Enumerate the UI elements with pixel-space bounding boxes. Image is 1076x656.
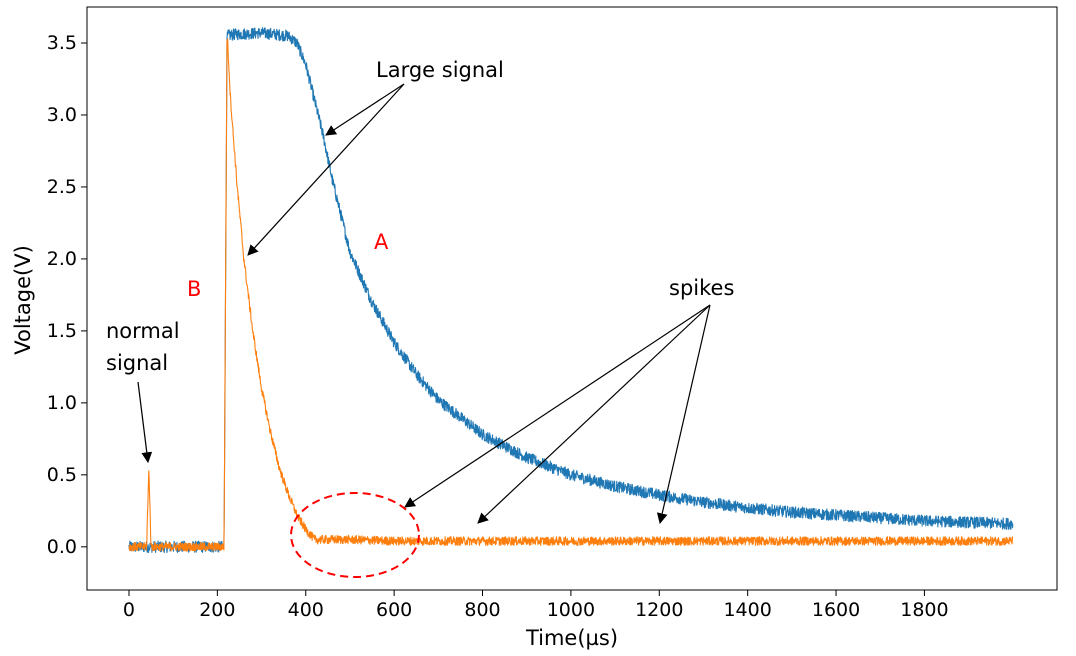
y-tick-label: 2.5 bbox=[47, 176, 77, 198]
y-axis-label: Voltage(V) bbox=[11, 245, 35, 355]
y-tick-label: 0.0 bbox=[47, 536, 77, 558]
normal-signal-arrow bbox=[137, 381, 153, 464]
x-tick-label: 1200 bbox=[635, 599, 683, 621]
y-tick-label: 3.0 bbox=[47, 104, 77, 126]
spikes-arrow-1 bbox=[404, 304, 711, 508]
normal-signal-label-line2: signal bbox=[106, 351, 168, 375]
x-tick-label: 1000 bbox=[547, 599, 595, 621]
plot-frame bbox=[86, 6, 1058, 591]
annotations: Large signal spikes normal signal A B bbox=[106, 58, 734, 578]
spikes-arrow-2 bbox=[477, 304, 711, 524]
series-line-b bbox=[128, 38, 1014, 552]
large-signal-arrow-a bbox=[325, 83, 405, 136]
spikes-label: spikes bbox=[669, 276, 734, 300]
y-tick-label: 1.5 bbox=[47, 320, 77, 342]
x-tick-label: 1800 bbox=[900, 599, 948, 621]
series-a-label: A bbox=[374, 230, 389, 254]
y-axis: 0.0 0.5 1.0 1.5 2.0 2.5 3.0 3.5 bbox=[47, 32, 87, 558]
y-tick-label: 1.0 bbox=[47, 392, 77, 414]
y-tick-label: 0.5 bbox=[47, 464, 77, 486]
x-tick-label: 1600 bbox=[812, 599, 860, 621]
y-tick-label: 2.0 bbox=[47, 248, 77, 270]
x-tick-label: 600 bbox=[376, 599, 412, 621]
series-layer bbox=[128, 27, 1014, 554]
normal-signal-label-line1: normal bbox=[106, 319, 180, 343]
x-tick-label: 0 bbox=[123, 599, 135, 621]
spikes-arrow-3 bbox=[656, 304, 711, 525]
spikes-highlight-ellipse bbox=[290, 492, 420, 578]
large-signal-label: Large signal bbox=[376, 58, 504, 82]
series-b-label: B bbox=[187, 277, 201, 301]
x-axis-label: Time(µs) bbox=[525, 626, 618, 650]
x-tick-label: 1400 bbox=[723, 599, 771, 621]
x-tick-label: 400 bbox=[288, 599, 324, 621]
series-line-a bbox=[128, 27, 1014, 554]
x-tick-label: 200 bbox=[199, 599, 235, 621]
x-tick-label: 800 bbox=[464, 599, 500, 621]
y-tick-label: 3.5 bbox=[47, 32, 77, 54]
large-signal-arrow-b bbox=[247, 83, 405, 256]
x-axis: 0 200 400 600 800 1000 1200 1400 1600 1800 bbox=[123, 590, 949, 621]
